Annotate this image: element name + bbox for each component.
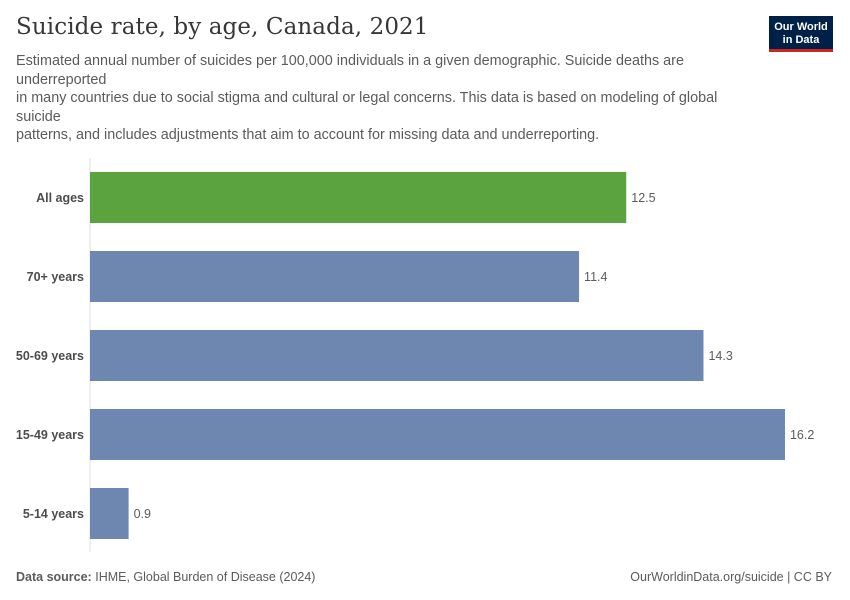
value-label: 12.5 [631, 191, 655, 205]
category-label: 50-69 years [16, 349, 84, 363]
value-label: 11.4 [584, 270, 607, 284]
bar [90, 172, 627, 223]
logo-line: in Data [782, 34, 820, 46]
value-label: 16.2 [790, 428, 814, 442]
bar [90, 488, 129, 539]
subtitle-line: patterns, and includes adjustments that … [16, 127, 600, 143]
bar-chart: All ages 12.5 70+ years 11.4 50-69 years 14.3… [16, 158, 814, 552]
license-link[interactable]: OurWorldinData.org/suicide | CC BY [630, 570, 832, 584]
category-label: 15-49 years [16, 428, 84, 442]
data-source-label: Data source: [16, 570, 92, 584]
category-label: All ages [36, 191, 84, 205]
data-source: Data source: IHME, Global Burden of Dise… [16, 570, 315, 584]
value-label: 0.9 [134, 507, 151, 521]
chart-subtitle: Estimated annual number of suicides per … [16, 52, 746, 145]
category-label: 70+ years [27, 270, 84, 284]
owid-logo[interactable]: Our World in Data [769, 16, 833, 52]
bar [90, 409, 785, 460]
subtitle-line: in many countries due to social stigma a… [16, 90, 718, 106]
bar [90, 251, 580, 302]
chart-title: Suicide rate, by age, Canada, 2021 [16, 14, 429, 40]
subtitle-line: suicide [16, 108, 61, 125]
subtitle-line: Estimated annual number of suicides per … [16, 53, 684, 69]
subtitle-line: underreported [16, 71, 107, 88]
logo-line: Our World [774, 21, 828, 33]
value-label: 14.3 [708, 349, 732, 363]
category-label: 5-14 years [23, 507, 84, 521]
data-source-text[interactable]: IHME, Global Burden of Disease (2024) [95, 570, 316, 584]
bar [90, 330, 704, 381]
